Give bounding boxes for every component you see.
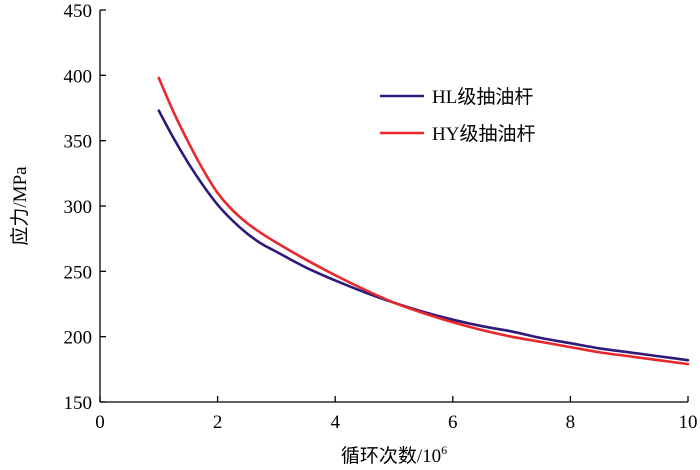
x-tick-label: 0 bbox=[95, 412, 105, 433]
legend: HL级抽油杆 HY级抽油杆 bbox=[380, 86, 535, 145]
y-ticks: 150 200 250 300 350 400 450 bbox=[64, 1, 106, 414]
y-axis-title: 应力/MPa bbox=[9, 166, 31, 246]
x-tick-label: 6 bbox=[448, 412, 458, 433]
series-line-2 bbox=[157, 76, 690, 366]
series-layer bbox=[157, 76, 690, 366]
x-axis-title-exponent: 6 bbox=[441, 443, 447, 457]
legend-label-1: HL级抽油杆 bbox=[432, 86, 533, 108]
y-tick-label: 200 bbox=[64, 328, 93, 349]
x-tick-label: 2 bbox=[213, 412, 223, 433]
y-tick-label: 300 bbox=[64, 197, 93, 218]
y-tick-label: 450 bbox=[64, 1, 93, 22]
y-tick-label: 350 bbox=[64, 132, 93, 153]
y-tick-label: 150 bbox=[64, 393, 93, 414]
axes bbox=[99, 10, 688, 403]
x-axis-title-text: 循环次数/10 bbox=[341, 445, 441, 467]
x-tick-label: 4 bbox=[330, 412, 340, 433]
x-axis-title: 循环次数/106 bbox=[341, 443, 447, 467]
legend-label-2: HY级抽油杆 bbox=[432, 123, 535, 145]
x-tick-label: 8 bbox=[566, 412, 576, 433]
x-ticks: 0 2 4 6 8 10 bbox=[95, 396, 698, 433]
x-tick-label: 10 bbox=[679, 412, 698, 433]
series-line-1 bbox=[157, 109, 690, 362]
y-tick-label: 400 bbox=[64, 66, 93, 87]
y-tick-label: 250 bbox=[64, 262, 93, 283]
